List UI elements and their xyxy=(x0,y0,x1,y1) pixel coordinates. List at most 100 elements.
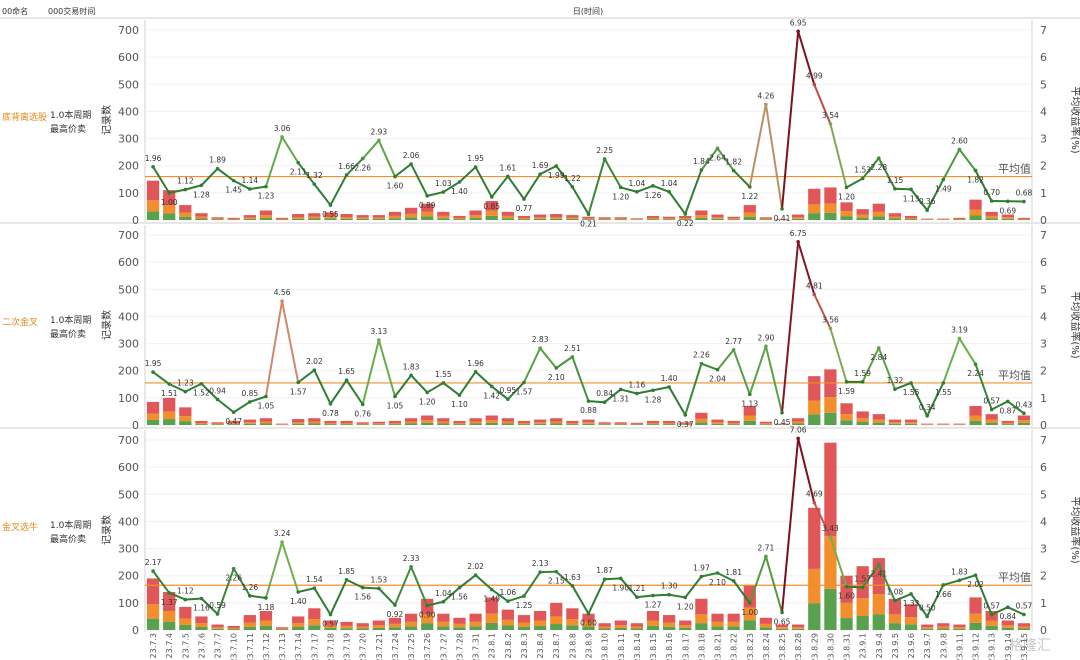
bar-segment-green xyxy=(324,627,337,630)
right-tick-label: 6 xyxy=(1040,51,1047,64)
bar-segment-green xyxy=(872,422,885,425)
bar-segment-red xyxy=(356,215,369,218)
return-data-label: 2.83 xyxy=(532,335,549,344)
return-data-label: 3.24 xyxy=(274,529,291,538)
bar-segment-red xyxy=(614,620,627,626)
return-data-label: 2.77 xyxy=(725,337,742,346)
return-line-segment xyxy=(394,566,413,606)
bar-segment-red xyxy=(195,420,208,423)
bar-segment-green xyxy=(808,603,821,630)
return-point xyxy=(425,194,430,198)
bar-segment-green xyxy=(775,628,789,630)
return-data-label: 2.90 xyxy=(758,333,775,342)
return-line-segment xyxy=(636,594,654,599)
return-point xyxy=(506,599,510,604)
return-point xyxy=(925,614,929,619)
return-data-label: 2.33 xyxy=(403,554,420,563)
return-line-segment xyxy=(571,186,590,215)
return-line-segment xyxy=(523,173,541,200)
return-data-label: 4.26 xyxy=(758,91,775,100)
bar-segment-orange xyxy=(872,211,885,217)
bar-segment-red xyxy=(163,190,176,206)
return-point xyxy=(844,584,849,589)
bar-segment-green xyxy=(630,628,644,630)
return-data-label: 2.71 xyxy=(758,543,775,552)
return-point xyxy=(828,326,833,331)
bar-segment-red xyxy=(179,205,192,213)
return-line-segment xyxy=(861,347,880,383)
return-point xyxy=(248,594,252,598)
return-data-label: 0.85 xyxy=(241,389,258,398)
bar-segment-orange xyxy=(179,618,192,625)
bar-segment-orange xyxy=(824,536,837,589)
bar-segment-green xyxy=(388,218,402,220)
bar-segment-orange xyxy=(485,210,498,216)
bar-segment-red xyxy=(566,608,579,620)
bar-segment-green xyxy=(356,218,369,220)
return-data-label: 1.57 xyxy=(290,387,307,396)
return-point xyxy=(651,593,655,598)
return-point xyxy=(893,598,897,603)
bar-segment-red xyxy=(566,215,579,218)
return-point xyxy=(909,187,913,192)
return-data-label: 2.02 xyxy=(467,562,484,571)
return-line-segment xyxy=(748,104,767,188)
bar-segment-green xyxy=(985,218,998,220)
bar-segment-orange xyxy=(356,423,369,425)
return-data-label: 6.75 xyxy=(790,229,807,238)
return-data-label: 0.22 xyxy=(677,219,694,228)
return-point xyxy=(360,585,365,590)
return-point xyxy=(1006,199,1010,204)
return-line-segment xyxy=(216,568,235,615)
left-axis-title: 记录数 xyxy=(100,515,113,545)
bar-segment-green xyxy=(1001,218,1014,220)
return-line-segment xyxy=(539,347,558,369)
return-point xyxy=(296,590,301,594)
return-line-segment xyxy=(152,371,170,385)
return-data-label: 1.53 xyxy=(370,575,387,584)
bar-segment-green xyxy=(856,615,869,630)
bar-segment-orange xyxy=(695,215,708,218)
bar-segment-orange xyxy=(888,422,902,424)
return-point xyxy=(844,185,849,190)
return-line-segment xyxy=(942,338,961,384)
return-point xyxy=(957,336,962,341)
bar-segment-red xyxy=(646,215,660,218)
return-line-segment xyxy=(329,174,348,206)
bar-segment-red xyxy=(679,422,692,424)
bar-segment-orange xyxy=(146,604,160,619)
return-data-label: 1.69 xyxy=(532,161,549,170)
bar-segment-orange xyxy=(485,613,498,623)
bar-segment-orange xyxy=(501,215,514,219)
bar-segment-green xyxy=(727,424,740,425)
return-point xyxy=(441,190,446,194)
x-tick-label: 23.8.22 xyxy=(730,633,739,660)
return-point xyxy=(151,165,155,169)
return-point xyxy=(473,165,478,169)
bar-segment-orange xyxy=(646,620,660,626)
bar-segment-green xyxy=(872,216,885,220)
bar-segment-green xyxy=(759,219,773,220)
bar-segment-orange xyxy=(679,625,692,628)
return-data-label: 1.66 xyxy=(935,590,952,599)
bar-segment-green xyxy=(308,218,321,220)
bar-segment-green xyxy=(517,219,531,220)
return-line-segment xyxy=(652,184,670,193)
bar-segment-green xyxy=(711,423,724,425)
bar-segment-orange xyxy=(388,422,402,425)
return-line-segment xyxy=(861,564,880,588)
bar-segment-orange xyxy=(808,568,821,604)
bar-segment-orange xyxy=(437,621,450,627)
bar-segment-red xyxy=(404,613,418,622)
bar-segment-orange xyxy=(501,421,514,424)
bar-segment-orange xyxy=(759,218,773,220)
return-point xyxy=(538,346,542,350)
bar-segment-orange xyxy=(372,423,385,425)
return-line-segment xyxy=(474,371,493,388)
bar-segment-green xyxy=(259,423,273,425)
bar-segment-red xyxy=(517,215,531,218)
return-point xyxy=(989,199,994,203)
left-tick-label: 400 xyxy=(118,310,139,323)
bar-segment-green xyxy=(679,219,692,220)
bar-segment-orange xyxy=(211,627,224,629)
